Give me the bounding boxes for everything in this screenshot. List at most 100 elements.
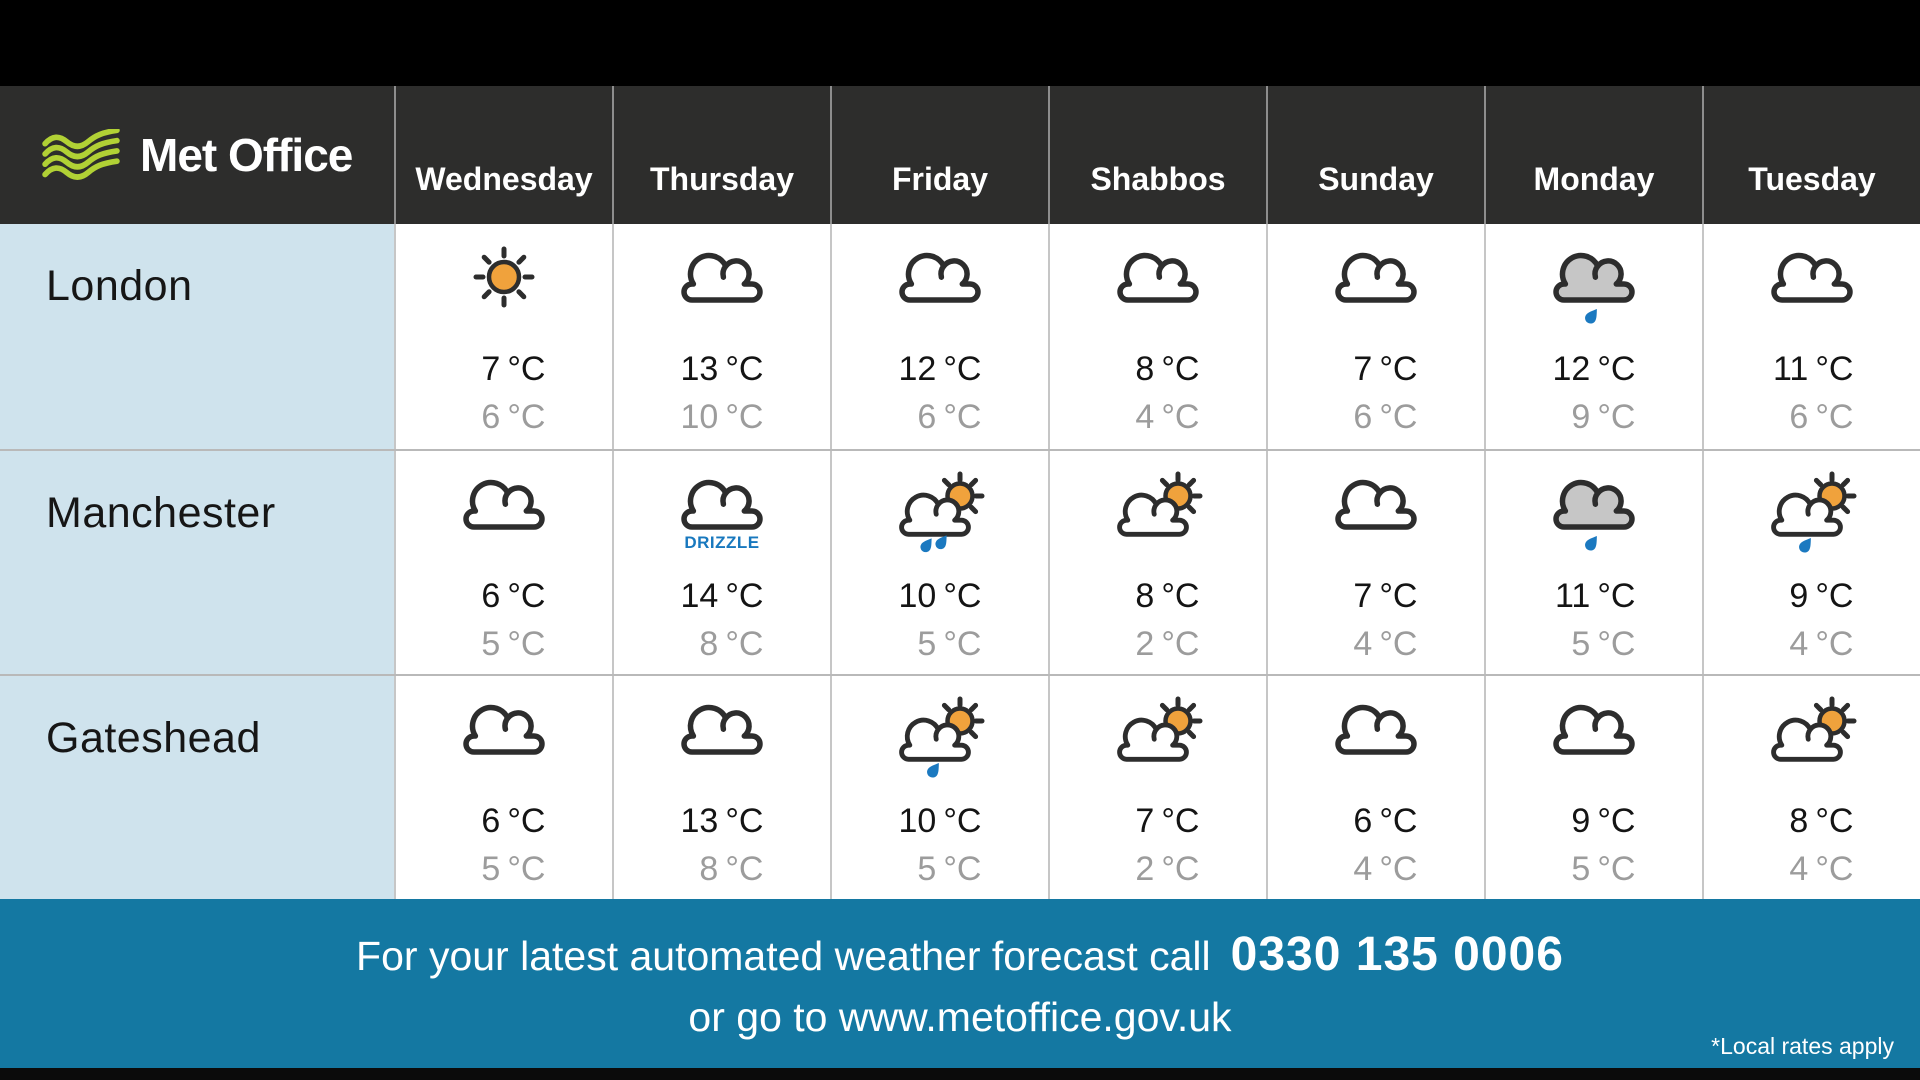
cloud-drizzle-label-icon: DRIZZLE (681, 479, 763, 552)
forecast-cell: 6 °C 5 °C (394, 451, 612, 674)
footer-phone-number: 0330 135 0006 (1230, 927, 1564, 981)
temp-low: 2 °C (1135, 850, 1200, 888)
table-header: Met Office Wednesday Thursday Friday Sha… (0, 86, 1920, 224)
temp-high: 11 °C (1555, 577, 1636, 615)
temp-high: 7 °C (1135, 802, 1200, 840)
rain-cloud-gray-icon (1553, 479, 1635, 551)
temp-high: 8 °C (1135, 350, 1200, 388)
temp-low: 4 °C (1353, 850, 1418, 888)
temp-low: 5 °C (481, 850, 546, 888)
weather-icon-box (890, 471, 990, 575)
temp-high: 14 °C (680, 577, 764, 615)
forecast-cell: 13 °C 10 °C (612, 224, 830, 449)
footer-call-line: For your latest automated weather foreca… (356, 927, 1564, 982)
forecast-cell: 12 °C 6 °C (830, 224, 1048, 449)
temp-low: 4 °C (1789, 625, 1854, 663)
forecast-row: Manchester 6 °C 5 °C DRIZZLE 14 °C 8 °C 10 °C 5 °C 8 °C… (0, 449, 1920, 674)
temp-low: 6 °C (481, 398, 546, 436)
sun-cloud-icon (1771, 696, 1857, 762)
temp-low: 8 °C (699, 850, 764, 888)
temp-high: 12 °C (898, 350, 982, 388)
temp-low: 5 °C (1571, 625, 1636, 663)
temp-high: 9 °C (1789, 577, 1854, 615)
weather-icon-box (890, 244, 990, 348)
temp-low: 6 °C (917, 398, 982, 436)
temp-high: 13 °C (680, 350, 764, 388)
cloudy-icon (899, 252, 981, 303)
temp-high: 13 °C (680, 802, 764, 840)
forecast-row: Gateshead 6 °C 5 °C 13 °C 8 °C 10 °C 5 °C 7 °C 2 °C 6 °C 4 °… (0, 674, 1920, 899)
forecast-cell: 11 °C 5 °C (1484, 451, 1702, 674)
temp-high: 8 °C (1135, 577, 1200, 615)
cloudy-icon (1335, 479, 1417, 530)
day-header-wednesday: Wednesday (394, 86, 612, 224)
weather-icon-box (1108, 471, 1208, 575)
weather-icon-box (1326, 471, 1426, 575)
weather-icon-box (1762, 471, 1862, 575)
forecast-cell: 7 °C 6 °C (1266, 224, 1484, 449)
temp-low: 6 °C (1353, 398, 1418, 436)
temp-high: 8 °C (1789, 802, 1854, 840)
temp-low: 4 °C (1353, 625, 1418, 663)
cloudy-icon (681, 252, 763, 303)
sun-cloud-rain-2-icon (899, 471, 985, 553)
weather-icon-box (672, 696, 772, 800)
footer-rates-note: *Local rates apply (1711, 1033, 1894, 1059)
forecast-cell: 8 °C 2 °C (1048, 451, 1266, 674)
temp-high: 6 °C (481, 802, 546, 840)
cloudy-icon (1553, 704, 1635, 755)
temp-low: 5 °C (481, 625, 546, 663)
cloudy-icon (1335, 252, 1417, 303)
temp-high: 7 °C (1353, 577, 1418, 615)
met-office-logo: Met Office (0, 86, 394, 224)
sun-cloud-rain-1-icon (899, 696, 985, 778)
city-label: Gateshead (0, 676, 394, 899)
weather-icon-box (1544, 244, 1644, 348)
day-header-tuesday: Tuesday (1702, 86, 1920, 224)
temp-high: 9 °C (1571, 802, 1636, 840)
forecast-cell: 7 °C 6 °C (394, 224, 612, 449)
temp-high: 11 °C (1773, 350, 1854, 388)
temp-high: 10 °C (898, 802, 982, 840)
forecast-cell: 6 °C 5 °C (394, 676, 612, 899)
forecast-cell: 9 °C 4 °C (1702, 451, 1920, 674)
city-label: Manchester (0, 451, 394, 674)
day-header-thursday: Thursday (612, 86, 830, 224)
temp-low: 6 °C (1789, 398, 1854, 436)
top-black-bar (0, 0, 1920, 86)
temp-low: 4 °C (1789, 850, 1854, 888)
forecast-cell: 7 °C 2 °C (1048, 676, 1266, 899)
weather-icon-box (454, 471, 554, 575)
weather-icon-box (454, 696, 554, 800)
sun-cloud-icon (1117, 471, 1203, 537)
temp-low: 10 °C (680, 398, 764, 436)
cloudy-icon (1771, 252, 1853, 303)
sun-cloud-icon (1117, 696, 1203, 762)
footer-banner: For your latest automated weather foreca… (0, 899, 1920, 1068)
met-office-wave-icon (42, 129, 120, 180)
footer-web-line: or go to www.metoffice.gov.uk (688, 993, 1232, 1040)
forecast-cell: 8 °C 4 °C (1702, 676, 1920, 899)
weather-icon-box (1108, 696, 1208, 800)
cloudy-icon (681, 704, 763, 755)
forecast-cell: 7 °C 4 °C (1266, 451, 1484, 674)
svg-text:DRIZZLE: DRIZZLE (684, 533, 759, 552)
day-header-friday: Friday (830, 86, 1048, 224)
forecast-cell: 12 °C 9 °C (1484, 224, 1702, 449)
weather-icon-box (890, 696, 990, 800)
cloudy-icon (463, 479, 545, 530)
weather-icon-box (1326, 696, 1426, 800)
sunny-icon (473, 246, 535, 308)
temp-high: 6 °C (1353, 802, 1418, 840)
weather-icon-box (1108, 244, 1208, 348)
weather-icon-box: DRIZZLE (672, 471, 772, 575)
logo-text: Met Office (140, 129, 353, 181)
temp-high: 10 °C (898, 577, 982, 615)
temp-low: 2 °C (1135, 625, 1200, 663)
sun-cloud-rain-1-icon (1771, 471, 1857, 553)
footer-call-text: For your latest automated weather foreca… (356, 932, 1211, 979)
temp-low: 8 °C (699, 625, 764, 663)
day-header-monday: Monday (1484, 86, 1702, 224)
forecast-row: London 7 °C 6 °C 13 °C 10 °C 12 °C 6 °C 8 °C 4 °C 7 °C 6 °C 1… (0, 224, 1920, 449)
